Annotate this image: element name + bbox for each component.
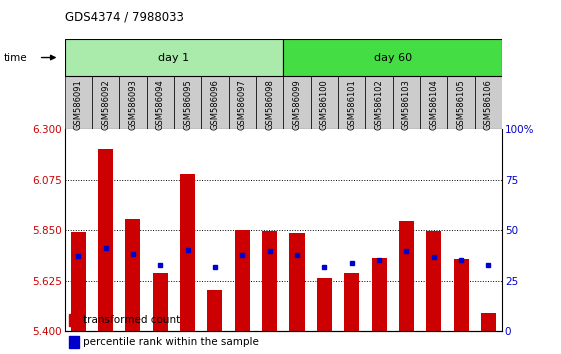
Text: GSM586104: GSM586104	[429, 79, 438, 130]
Bar	[426, 231, 442, 331]
FancyBboxPatch shape	[393, 76, 420, 129]
Text: GSM586105: GSM586105	[457, 79, 466, 130]
Bar	[344, 273, 359, 331]
Text: day 60: day 60	[374, 52, 412, 63]
FancyBboxPatch shape	[365, 76, 393, 129]
Bar	[453, 259, 468, 331]
Text: GSM586102: GSM586102	[375, 79, 384, 130]
FancyBboxPatch shape	[92, 76, 119, 129]
FancyBboxPatch shape	[448, 76, 475, 129]
FancyBboxPatch shape	[420, 76, 448, 129]
Text: GSM586096: GSM586096	[210, 79, 219, 130]
Text: GSM586093: GSM586093	[128, 79, 137, 130]
Bar	[399, 221, 414, 331]
Bar	[317, 278, 332, 331]
Text: transformed count: transformed count	[83, 315, 180, 325]
Text: GSM586094: GSM586094	[156, 79, 165, 130]
Text: GSM586106: GSM586106	[484, 79, 493, 130]
Bar	[289, 234, 305, 331]
Bar	[71, 232, 86, 331]
Bar	[234, 230, 250, 331]
FancyBboxPatch shape	[119, 76, 146, 129]
Text: GSM586103: GSM586103	[402, 79, 411, 130]
Bar	[69, 336, 79, 348]
FancyBboxPatch shape	[65, 39, 283, 76]
Bar	[262, 231, 277, 331]
FancyBboxPatch shape	[283, 39, 502, 76]
Text: GSM586097: GSM586097	[238, 79, 247, 130]
FancyBboxPatch shape	[311, 76, 338, 129]
FancyBboxPatch shape	[256, 76, 283, 129]
Bar	[98, 149, 113, 331]
Text: GSM586099: GSM586099	[292, 79, 301, 130]
Text: GSM586092: GSM586092	[101, 79, 110, 130]
FancyBboxPatch shape	[65, 76, 92, 129]
Text: GSM586101: GSM586101	[347, 79, 356, 130]
Text: GDS4374 / 7988033: GDS4374 / 7988033	[65, 11, 183, 24]
Text: time: time	[3, 52, 27, 63]
Text: GSM586095: GSM586095	[183, 79, 192, 130]
Bar	[481, 313, 496, 331]
FancyBboxPatch shape	[475, 76, 502, 129]
Text: percentile rank within the sample: percentile rank within the sample	[83, 337, 259, 347]
Bar	[180, 174, 195, 331]
Text: GSM586091: GSM586091	[73, 79, 82, 130]
Bar	[125, 219, 140, 331]
FancyBboxPatch shape	[201, 76, 229, 129]
FancyBboxPatch shape	[174, 76, 201, 129]
Bar	[69, 314, 79, 326]
Bar	[208, 290, 223, 331]
FancyBboxPatch shape	[229, 76, 256, 129]
Bar	[371, 258, 387, 331]
FancyBboxPatch shape	[338, 76, 365, 129]
FancyBboxPatch shape	[146, 76, 174, 129]
Text: GSM586098: GSM586098	[265, 79, 274, 130]
Bar	[153, 273, 168, 331]
Text: GSM586100: GSM586100	[320, 79, 329, 130]
FancyBboxPatch shape	[283, 76, 311, 129]
Text: day 1: day 1	[158, 52, 190, 63]
